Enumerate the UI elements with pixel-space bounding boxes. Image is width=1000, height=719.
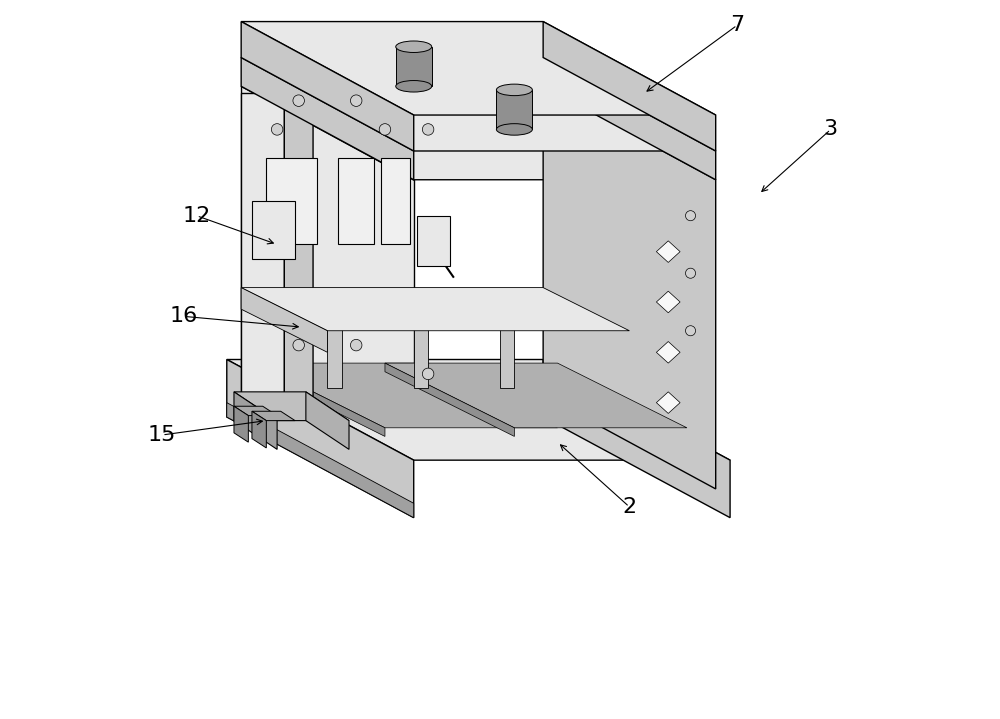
Polygon shape bbox=[241, 22, 414, 151]
Circle shape bbox=[293, 339, 304, 351]
Polygon shape bbox=[241, 22, 716, 115]
Polygon shape bbox=[234, 392, 349, 421]
Polygon shape bbox=[256, 363, 385, 436]
Polygon shape bbox=[381, 158, 410, 244]
Polygon shape bbox=[252, 411, 266, 448]
Polygon shape bbox=[252, 411, 295, 421]
Polygon shape bbox=[234, 392, 277, 449]
Polygon shape bbox=[227, 360, 730, 460]
Polygon shape bbox=[414, 288, 428, 388]
Polygon shape bbox=[500, 288, 514, 388]
Polygon shape bbox=[241, 58, 716, 151]
Polygon shape bbox=[241, 288, 629, 331]
Circle shape bbox=[350, 95, 362, 106]
Ellipse shape bbox=[396, 81, 432, 92]
Polygon shape bbox=[543, 360, 730, 518]
Polygon shape bbox=[241, 58, 414, 180]
Circle shape bbox=[686, 211, 696, 221]
Polygon shape bbox=[234, 406, 248, 442]
Circle shape bbox=[422, 124, 434, 135]
Polygon shape bbox=[227, 403, 414, 518]
Polygon shape bbox=[256, 363, 558, 428]
Polygon shape bbox=[656, 241, 680, 262]
Ellipse shape bbox=[496, 84, 532, 96]
Polygon shape bbox=[241, 86, 716, 180]
Polygon shape bbox=[385, 363, 687, 428]
Circle shape bbox=[686, 326, 696, 336]
Polygon shape bbox=[543, 22, 716, 151]
Text: 12: 12 bbox=[182, 206, 211, 226]
Polygon shape bbox=[241, 86, 414, 395]
Polygon shape bbox=[252, 201, 295, 259]
Polygon shape bbox=[385, 363, 514, 436]
Polygon shape bbox=[496, 90, 532, 129]
Circle shape bbox=[293, 95, 304, 106]
Text: 16: 16 bbox=[170, 306, 198, 326]
Text: 2: 2 bbox=[622, 497, 636, 517]
Ellipse shape bbox=[396, 41, 432, 52]
Text: 7: 7 bbox=[730, 15, 744, 35]
Polygon shape bbox=[241, 93, 284, 395]
Text: 3: 3 bbox=[824, 119, 838, 139]
Text: 15: 15 bbox=[148, 425, 176, 445]
Polygon shape bbox=[241, 288, 327, 352]
Polygon shape bbox=[656, 291, 680, 313]
Polygon shape bbox=[543, 86, 716, 489]
Polygon shape bbox=[338, 158, 374, 244]
Polygon shape bbox=[306, 392, 349, 449]
Polygon shape bbox=[227, 360, 414, 518]
Circle shape bbox=[422, 368, 434, 380]
Polygon shape bbox=[417, 216, 450, 266]
Polygon shape bbox=[266, 158, 317, 244]
Polygon shape bbox=[284, 93, 313, 417]
Polygon shape bbox=[234, 406, 277, 416]
Polygon shape bbox=[396, 47, 432, 86]
Ellipse shape bbox=[496, 124, 532, 135]
Polygon shape bbox=[656, 392, 680, 413]
Circle shape bbox=[350, 339, 362, 351]
Circle shape bbox=[686, 268, 696, 278]
Circle shape bbox=[271, 124, 283, 135]
Circle shape bbox=[379, 124, 391, 135]
Polygon shape bbox=[656, 342, 680, 363]
Polygon shape bbox=[543, 58, 716, 180]
Polygon shape bbox=[327, 288, 342, 388]
